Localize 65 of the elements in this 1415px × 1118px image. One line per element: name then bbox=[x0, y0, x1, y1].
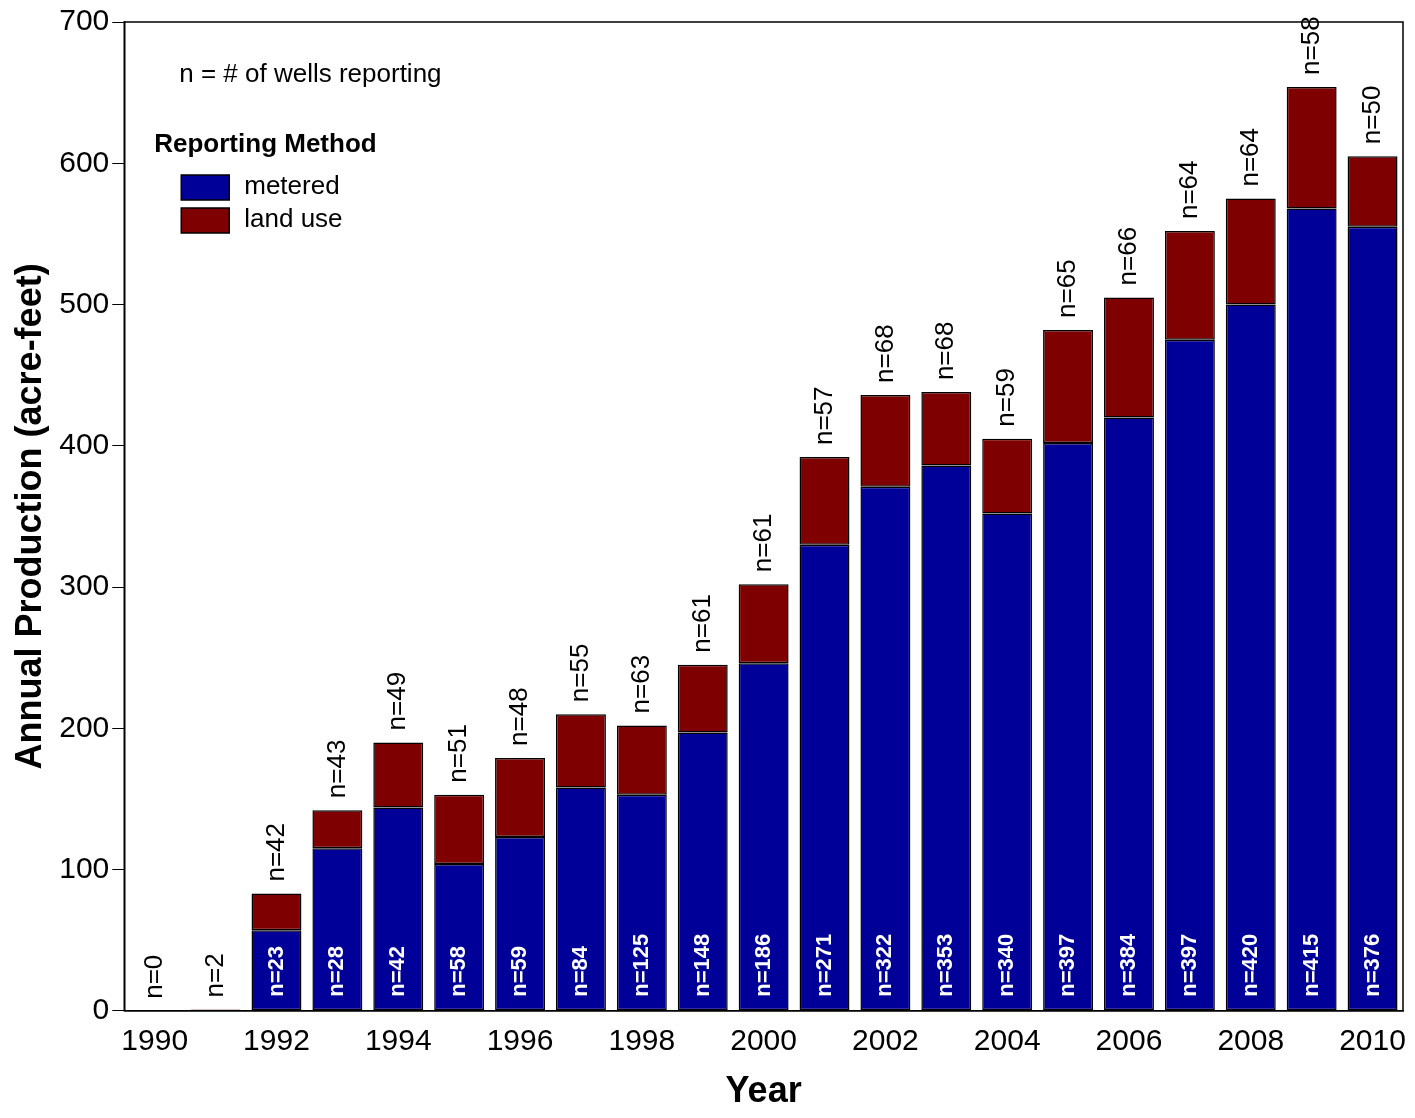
x-tick-label: 1998 bbox=[608, 1023, 676, 1057]
y-axis-title: Annual Production (acre-feet) bbox=[7, 263, 49, 770]
annotation: n=42 bbox=[384, 946, 410, 997]
annotation: n=148 bbox=[688, 933, 714, 997]
y-tick-label: 100 bbox=[59, 850, 110, 884]
annotation: n=59 bbox=[506, 946, 532, 997]
x-axis-title: Year bbox=[725, 1069, 802, 1111]
x-tick-label: 1994 bbox=[364, 1023, 432, 1057]
annotation: n=68 bbox=[868, 324, 899, 383]
annotation: n=84 bbox=[567, 945, 593, 997]
legend-label: land use bbox=[244, 203, 343, 234]
x-tick-label: 2010 bbox=[1339, 1023, 1406, 1057]
y-tick-label: 700 bbox=[59, 3, 110, 37]
annotation: n=42 bbox=[259, 822, 290, 882]
annotation: n=271 bbox=[810, 933, 836, 997]
annotation: n=58 bbox=[1294, 16, 1325, 75]
annotation: n=66 bbox=[1112, 226, 1143, 286]
annotation: n=384 bbox=[1115, 933, 1141, 997]
annotation: n=353 bbox=[932, 933, 958, 997]
annotation: n=322 bbox=[871, 933, 897, 997]
annotation: n=49 bbox=[381, 671, 412, 731]
legend-title: Reporting Method bbox=[154, 128, 377, 159]
y-tick-label: 400 bbox=[59, 427, 110, 461]
annotation: n=0 bbox=[137, 954, 168, 999]
x-tick-label: 2004 bbox=[973, 1023, 1041, 1057]
annotation: n=51 bbox=[442, 724, 473, 783]
x-tick-label: 2002 bbox=[852, 1023, 919, 1057]
y-tick-label: 500 bbox=[59, 285, 110, 319]
annotation: n=50 bbox=[1355, 85, 1386, 145]
x-tick-label: 1996 bbox=[486, 1023, 554, 1057]
annotation: n=64 bbox=[1233, 127, 1264, 187]
x-tick-label: 2006 bbox=[1095, 1023, 1163, 1057]
annotation: n=48 bbox=[503, 687, 534, 746]
annotation: n=28 bbox=[323, 946, 349, 997]
y-tick-label: 300 bbox=[59, 568, 110, 602]
annotation: n=68 bbox=[929, 321, 960, 381]
x-tick-label: 1990 bbox=[121, 1023, 189, 1057]
annotation: n=397 bbox=[1054, 933, 1080, 997]
y-tick-label: 0 bbox=[92, 992, 110, 1026]
annotation: n=376 bbox=[1358, 933, 1384, 997]
annotation: n=415 bbox=[1297, 933, 1323, 997]
x-tick-label: 1992 bbox=[243, 1023, 310, 1057]
annotation: n = # of wells reporting bbox=[179, 58, 442, 89]
legend-label: metered bbox=[244, 170, 340, 201]
annotation: n=23 bbox=[262, 946, 288, 997]
annotation: n=186 bbox=[749, 933, 775, 997]
annotation: n=63 bbox=[625, 654, 656, 714]
annotation: n=420 bbox=[1236, 933, 1262, 997]
annotation: n=61 bbox=[685, 594, 716, 653]
annotation: n=61 bbox=[746, 513, 777, 573]
annotation: n=2 bbox=[198, 953, 229, 998]
annotation: n=57 bbox=[807, 386, 838, 446]
x-tick-label: 2000 bbox=[730, 1023, 797, 1057]
annotation: n=43 bbox=[320, 739, 351, 799]
annotation: n=340 bbox=[993, 933, 1019, 997]
annotation: n=58 bbox=[445, 946, 471, 997]
y-tick-label: 600 bbox=[59, 144, 110, 178]
annotation: n=65 bbox=[1051, 259, 1082, 318]
annotation: n=59 bbox=[990, 368, 1021, 427]
annotation: n=125 bbox=[627, 933, 653, 997]
annotation: n=55 bbox=[564, 643, 595, 703]
y-tick-label: 200 bbox=[59, 709, 110, 743]
annotation: n=64 bbox=[1173, 160, 1204, 220]
x-tick-label: 2008 bbox=[1217, 1023, 1285, 1057]
annotation: n=397 bbox=[1175, 933, 1201, 997]
